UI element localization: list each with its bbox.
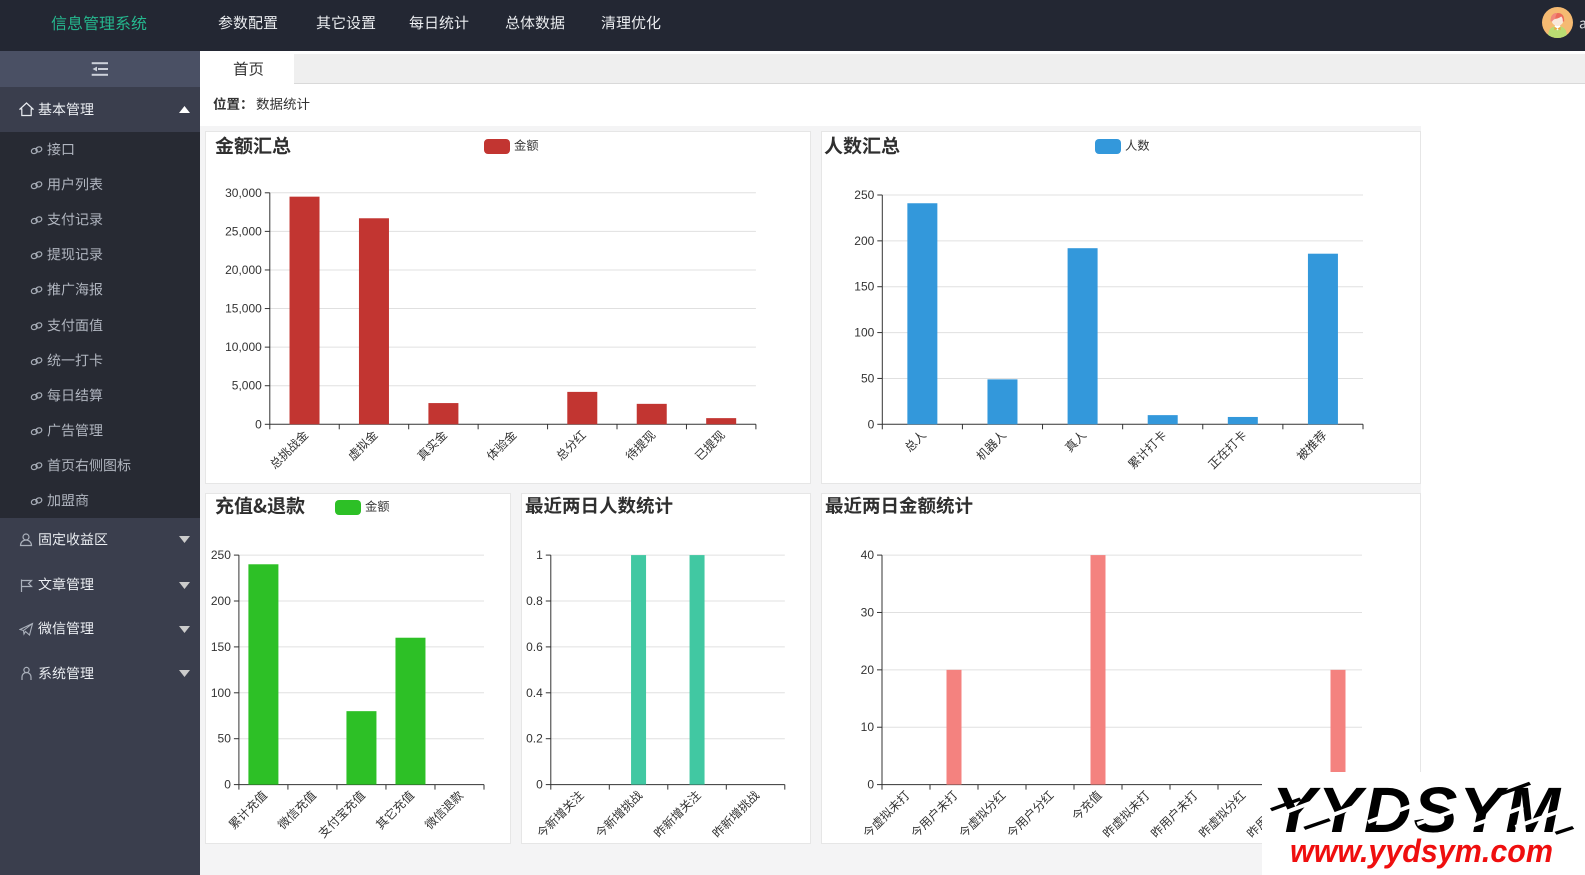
svg-text:0.4: 0.4	[526, 686, 543, 700]
svg-text:250: 250	[854, 188, 874, 202]
svg-text:50: 50	[861, 371, 875, 385]
svg-text:25,000: 25,000	[225, 224, 262, 238]
svg-text:0: 0	[536, 778, 543, 792]
svg-text:200: 200	[854, 234, 874, 248]
svg-text:50: 50	[218, 732, 232, 746]
svg-text:0: 0	[255, 417, 262, 431]
svg-text:10,000: 10,000	[225, 340, 262, 354]
svg-text:20,000: 20,000	[225, 263, 262, 277]
svg-text:20: 20	[861, 663, 875, 677]
svg-text:30: 30	[861, 605, 875, 619]
svg-text:0: 0	[224, 778, 231, 792]
svg-text:0.8: 0.8	[526, 594, 543, 608]
svg-text:250: 250	[211, 548, 231, 562]
svg-text:0.2: 0.2	[526, 732, 543, 746]
svg-text:10: 10	[861, 720, 875, 734]
svg-text:0: 0	[868, 417, 875, 431]
svg-text:1: 1	[536, 548, 543, 562]
svg-text:100: 100	[854, 326, 874, 340]
svg-text:0.6: 0.6	[526, 640, 543, 654]
svg-text:40: 40	[861, 548, 875, 562]
svg-text:5,000: 5,000	[232, 379, 262, 393]
svg-text:200: 200	[211, 594, 231, 608]
svg-text:15,000: 15,000	[225, 302, 262, 316]
svg-text:150: 150	[211, 640, 231, 654]
svg-text:0: 0	[867, 778, 874, 792]
svg-text:100: 100	[211, 686, 231, 700]
svg-text:30,000: 30,000	[225, 186, 262, 200]
svg-text:150: 150	[854, 280, 874, 294]
